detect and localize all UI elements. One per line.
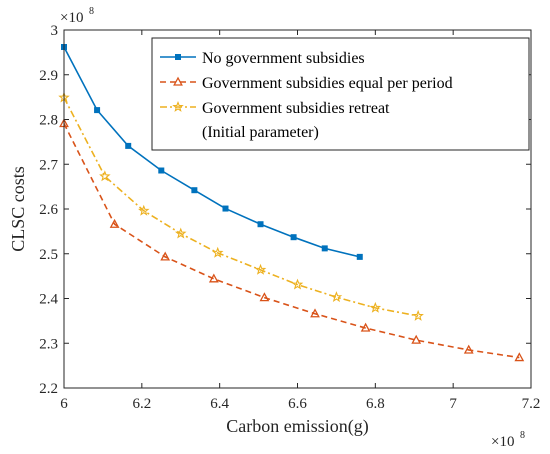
y-tick-label: 2.7 [39,157,58,173]
y-tick-label: 2.9 [39,68,58,84]
legend-label: No government subsidies [202,50,365,67]
data-point [160,251,171,261]
data-point [191,187,198,194]
x-multiplier-exponent: 8 [520,430,525,441]
data-point [222,205,229,212]
data-point [99,170,111,182]
x-multiplier-base: ×10 [491,434,514,450]
legend-label: Government subsidies retreat [202,100,390,117]
legend-label: Government subsidies equal per period [202,75,453,92]
data-point [174,227,187,239]
data-point [158,167,165,174]
y-tick-label: 2.3 [39,336,58,352]
data-point [254,263,267,275]
series-3 [58,91,424,321]
y-axis-multiplier: ×10 8 [60,6,94,26]
series-line [63,46,360,258]
data-point [463,344,474,354]
x-tick-label: 6.2 [132,396,151,412]
x-axis-label: Carbon emission(g) [226,416,368,437]
x-tick-label: 6.4 [210,396,229,412]
legend: No government subsidies Government subsid… [151,37,530,151]
x-tick-label: 7 [449,396,457,412]
y-tick-label: 3 [51,23,59,39]
y-tick-label: 2.5 [39,247,58,263]
data-point [125,142,132,149]
data-point [173,76,183,86]
data-point [172,100,184,112]
x-tick-label: 6 [60,396,68,412]
data-point [259,292,270,302]
data-point [175,54,181,60]
data-point [356,253,363,260]
y-axis-label: CLSC costs [8,166,28,252]
data-point [257,221,264,228]
x-tick-label: 6.6 [288,396,307,412]
data-point [310,308,320,318]
legend-box [151,37,530,151]
data-point [211,246,224,258]
x-tick-label: 6.8 [366,396,385,412]
data-point [321,245,328,252]
data-point [360,322,371,332]
data-point [411,334,422,344]
y-multiplier-base: ×10 [60,10,83,26]
data-point [514,352,525,362]
data-point [290,234,297,241]
y-tick-label: 2.8 [39,113,58,129]
x-tick-label: 7.2 [522,396,541,412]
y-multiplier-exponent: 8 [89,6,94,17]
y-tick-label: 2.4 [39,292,58,308]
series-layer [58,44,525,362]
axes-layer: 6 6.2 6.4 6.6 6.8 7 7.2 2.2 2.3 2.4 2.5 2.6 2.7 2.8 2.… [39,23,540,412]
data-point [208,273,219,283]
data-point [109,218,120,228]
data-point [330,291,343,303]
y-tick-label: 2.6 [39,202,58,218]
data-point [94,107,101,114]
data-point [138,204,150,216]
y-tick-label: 2.2 [39,381,58,397]
series-line [63,123,520,359]
data-point [369,301,382,313]
x-axis-multiplier: ×10 8 [491,430,525,450]
data-point [291,278,304,290]
data-point [412,309,424,321]
legend-label: (Initial parameter) [202,124,319,141]
